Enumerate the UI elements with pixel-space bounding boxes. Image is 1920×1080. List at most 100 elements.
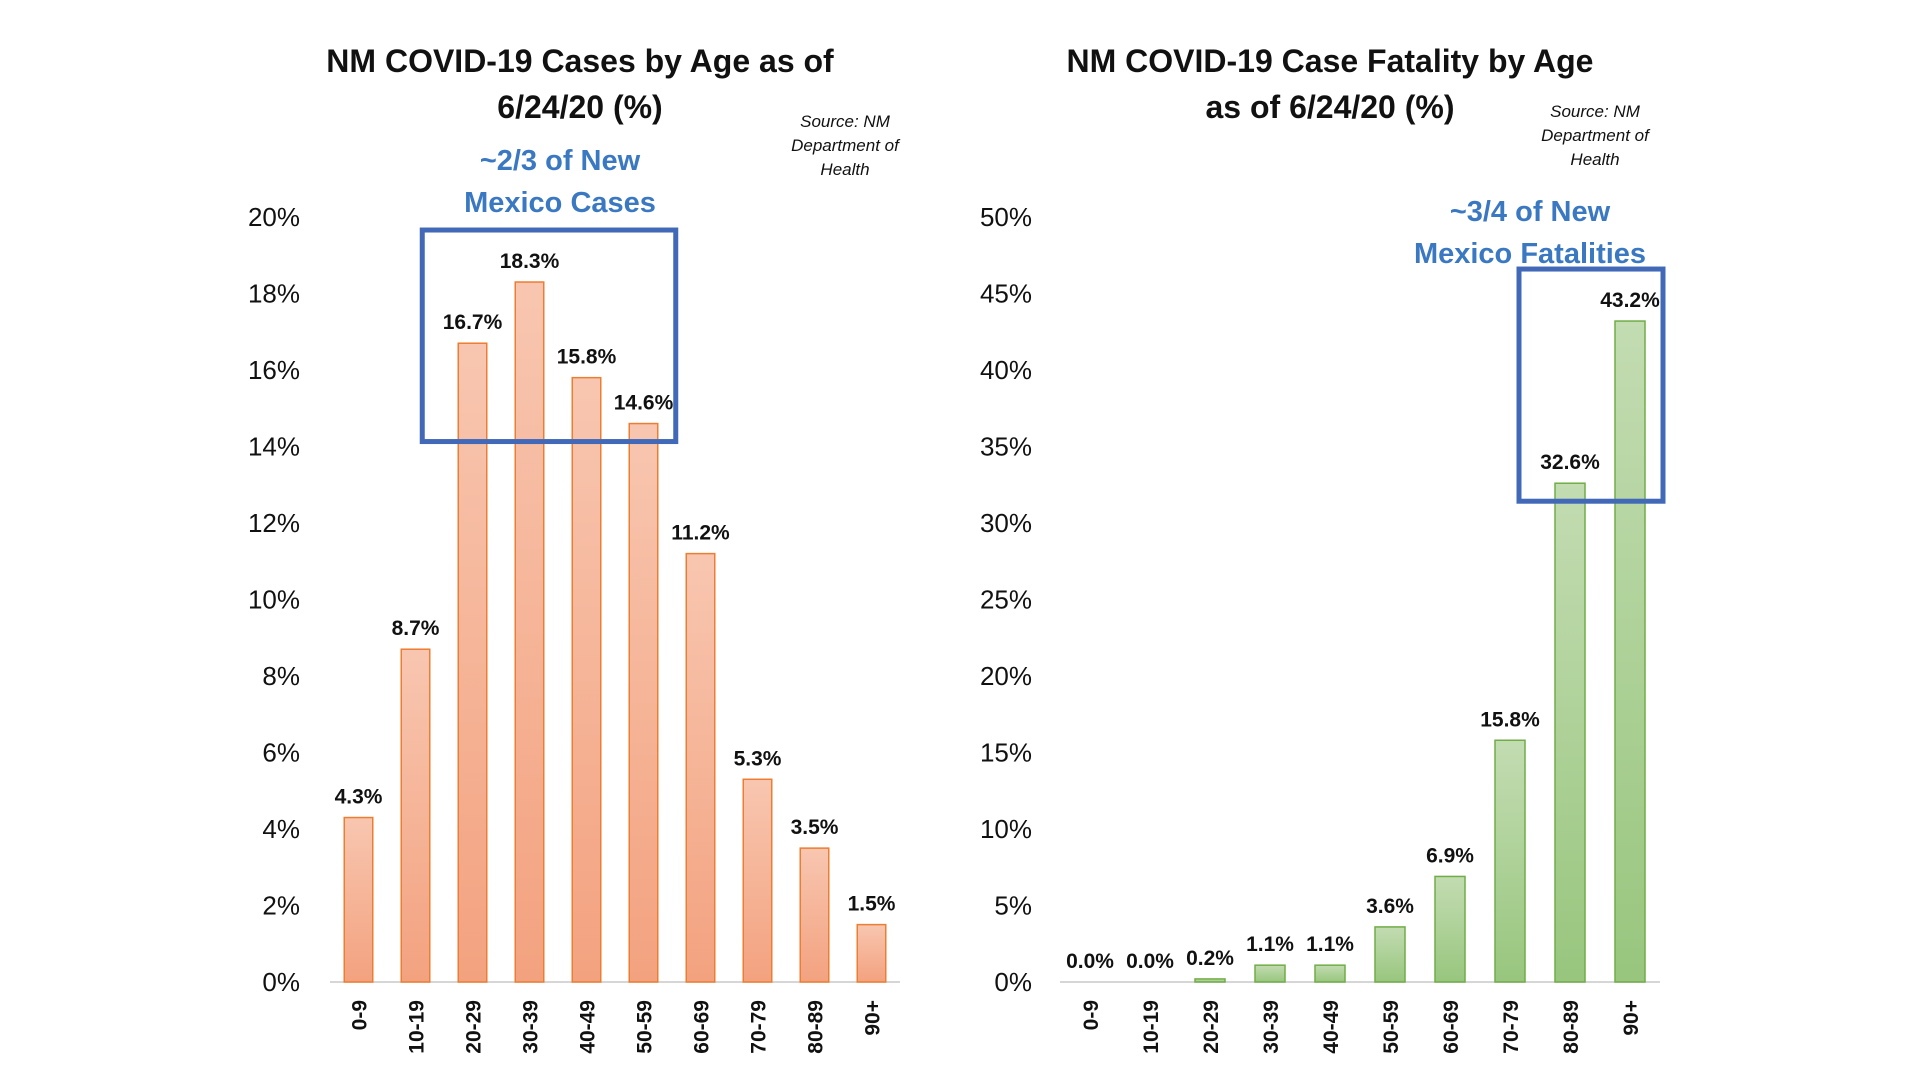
cases-title-line-1: NM COVID-19 Cases by Age as of (326, 43, 834, 79)
fatality-callout-line-1: ~3/4 of New (1449, 196, 1611, 228)
fatality-source-line-1: Source: NM (1550, 102, 1640, 121)
fatality-source-note: Source: NM Department of Health (1510, 100, 1680, 172)
fatality-y-tick-label: 40% (980, 355, 1032, 385)
cases-bar-10-19 (400, 648, 431, 983)
fatality-bar-50-59 (1374, 926, 1406, 983)
fatality-y-tick-label: 35% (980, 432, 1032, 462)
fatality-y-tick-label: 10% (980, 814, 1032, 844)
cases-y-tick-label: 20% (248, 202, 300, 232)
fatality-value-label: 3.6% (1366, 895, 1414, 918)
fatality-value-label: 32.6% (1540, 451, 1600, 474)
cases-value-label: 15.8% (557, 346, 617, 369)
cases-value-label: 16.7% (443, 311, 503, 334)
cases-y-tick-label: 0% (262, 967, 300, 997)
cases-bar-20-29 (457, 342, 488, 983)
fatality-bar-30-39 (1254, 964, 1286, 983)
fatality-value-label: 6.9% (1426, 844, 1474, 867)
fatality-source-line-2: Department of (1541, 126, 1649, 145)
cases-value-label: 14.6% (614, 392, 674, 415)
cases-bar-90+ (856, 923, 887, 983)
cases-source-line-2: Department of (791, 136, 899, 155)
fatality-category-label: 20-29 (1200, 1000, 1223, 1054)
fatality-bar-60-69 (1434, 875, 1466, 983)
cases-source-line-1: Source: NM (800, 112, 890, 131)
fatality-category-label: 10-19 (1140, 1000, 1163, 1054)
fatality-category-label: 50-59 (1380, 1000, 1403, 1054)
cases-category-label: 60-69 (691, 1000, 714, 1054)
fatality-category-label: 30-39 (1260, 1000, 1283, 1054)
cases-value-label: 18.3% (500, 250, 560, 273)
fatality-bar-20-29 (1194, 978, 1226, 983)
cases-category-label: 0-9 (349, 1000, 372, 1030)
cases-source-note: Source: NM Department of Health (760, 110, 930, 182)
fatality-category-label: 70-79 (1500, 1000, 1523, 1054)
fatality-category-label: 80-89 (1560, 1000, 1583, 1054)
cases-chart-title: NM COVID-19 Cases by Age as of 6/24/20 (… (250, 38, 910, 130)
fatality-y-tick-label: 30% (980, 508, 1032, 538)
fatality-chart-title: NM COVID-19 Case Fatality by Age as of 6… (1000, 38, 1660, 130)
cases-bar-0-9 (343, 816, 374, 983)
cases-category-label: 40-49 (577, 1000, 600, 1054)
fatality-y-tick-label: 0% (994, 967, 1032, 997)
fatality-bar-90+ (1614, 320, 1646, 983)
cases-category-label: 90+ (862, 1000, 885, 1036)
cases-category-label: 20-29 (463, 1000, 486, 1054)
fatality-category-label: 90+ (1620, 1000, 1643, 1036)
cases-highlight-box (419, 227, 679, 445)
cases-value-label: 8.7% (392, 617, 440, 640)
fatality-bar-70-79 (1494, 739, 1526, 983)
fatality-highlight-box (1516, 266, 1666, 504)
cases-bar-70-79 (742, 778, 773, 983)
cases-category-label: 50-59 (634, 1000, 657, 1054)
cases-category-label: 80-89 (805, 1000, 828, 1054)
cases-y-tick-label: 2% (262, 891, 300, 921)
cases-bar-60-69 (685, 552, 716, 983)
fatality-y-tick-label: 45% (980, 279, 1032, 309)
fatality-category-label: 0-9 (1080, 1000, 1103, 1030)
cases-callout-line-1: ~2/3 of New (479, 145, 641, 177)
fatality-value-label: 0.0% (1066, 950, 1114, 973)
fatality-by-age-chart: 0% 5% 10% 15% 20% 25% 30% 35% 40% 45% 50% 0.0% 0-9 0.… (980, 202, 1666, 1054)
cases-y-tick-label: 8% (262, 661, 300, 691)
cases-bar-50-59 (628, 422, 659, 983)
cases-value-label: 11.2% (671, 522, 730, 545)
cases-by-age-chart: 0% 2% 4% 6% 8% 10% 12% 14% 16% 18% 20% 4.3% 0-9 8.7% 1… (248, 202, 900, 1054)
fatality-y-tick-label: 5% (994, 891, 1032, 921)
fatality-value-label: 43.2% (1600, 289, 1660, 312)
fatality-y-tick-label: 15% (980, 738, 1032, 768)
fatality-bar-40-49 (1314, 964, 1346, 983)
cases-bar-40-49 (571, 376, 602, 983)
fatality-value-label: 0.0% (1126, 950, 1174, 973)
cases-title-line-2: 6/24/20 (%) (497, 89, 663, 125)
fatality-category-label: 40-49 (1320, 1000, 1343, 1054)
fatality-callout-line-2: Mexico Fatalities (1413, 238, 1647, 270)
fatality-bar-80-89 (1554, 482, 1586, 983)
cases-value-label: 1.5% (848, 893, 896, 916)
cases-y-tick-label: 6% (262, 738, 300, 768)
cases-value-label: 3.5% (791, 816, 839, 839)
cases-callout-line-2: Mexico Cases (464, 187, 656, 219)
cases-y-tick-label: 16% (248, 355, 300, 385)
fatality-value-label: 15.8% (1480, 708, 1540, 731)
fatality-title-line-2: as of 6/24/20 (%) (1205, 89, 1455, 125)
cases-y-tick-label: 14% (248, 432, 300, 462)
fatality-y-tick-label: 50% (980, 202, 1032, 232)
cases-category-label: 10-19 (406, 1000, 429, 1054)
cases-y-tick-label: 4% (262, 814, 300, 844)
cases-bar-30-39 (514, 281, 545, 983)
fatality-value-label: 1.1% (1246, 933, 1294, 956)
fatality-y-tick-label: 20% (980, 661, 1032, 691)
cases-category-label: 70-79 (748, 1000, 771, 1054)
fatality-source-line-3: Health (1570, 150, 1620, 169)
cases-value-label: 5.3% (734, 747, 782, 770)
fatality-value-label: 1.1% (1306, 933, 1354, 956)
cases-source-line-3: Health (820, 160, 870, 179)
cases-bar-80-89 (799, 847, 830, 983)
cases-y-tick-label: 18% (248, 279, 300, 309)
fatality-category-label: 60-69 (1440, 1000, 1463, 1054)
cases-category-label: 30-39 (520, 1000, 543, 1054)
fatality-y-tick-label: 25% (980, 585, 1032, 615)
cases-y-tick-label: 12% (248, 508, 300, 538)
fatality-title-line-1: NM COVID-19 Case Fatality by Age (1066, 43, 1594, 79)
